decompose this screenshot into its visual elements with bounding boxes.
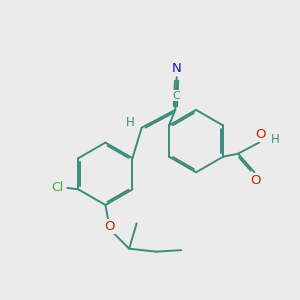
Text: Cl: Cl xyxy=(51,182,63,194)
Text: N: N xyxy=(172,62,182,75)
Text: O: O xyxy=(256,128,266,141)
Text: O: O xyxy=(250,174,261,187)
Text: H: H xyxy=(271,133,280,146)
Text: H: H xyxy=(126,116,135,129)
Text: C: C xyxy=(172,91,180,100)
Text: O: O xyxy=(105,220,115,233)
